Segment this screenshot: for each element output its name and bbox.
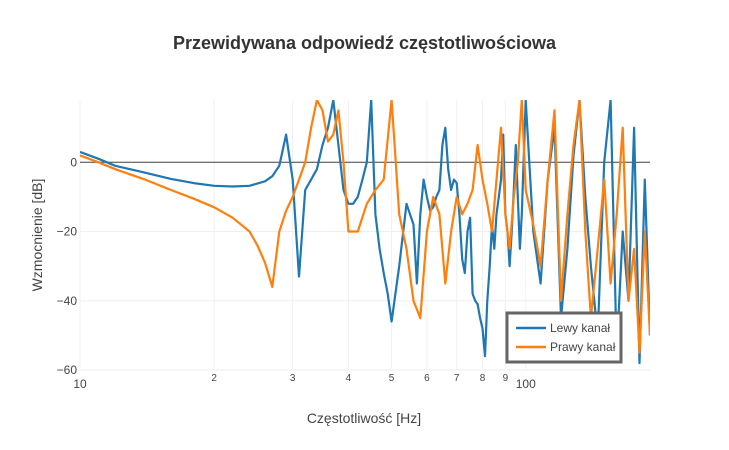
x-minor-tick-label: 2 — [211, 373, 217, 384]
y-tick-labels: 0 −20 −40 −60 — [57, 155, 78, 377]
y-tick-label: 0 — [70, 155, 77, 169]
y-tick-label: −20 — [57, 225, 78, 239]
series-line-1 — [80, 100, 650, 354]
x-minor-tick-label: 4 — [346, 373, 352, 384]
x-minor-tick-label: 8 — [480, 373, 486, 384]
x-minor-tick-label: 5 — [389, 373, 395, 384]
x-major-tick-label: 100 — [516, 377, 536, 391]
x-minor-tick-label: 9 — [503, 373, 509, 384]
x-minor-tick-label: 6 — [424, 373, 430, 384]
legend-label-lewy: Lewy kanał — [550, 321, 610, 335]
legend-label-prawy: Prawy kanał — [550, 340, 616, 354]
chart-title: Przewidywana odpowiedź częstotliwościowa — [172, 33, 557, 53]
x-tick-labels: 10 100 2 3 4 5 6 7 8 9 — [73, 373, 536, 391]
x-axis-title: Częstotliwość [Hz] — [307, 410, 421, 426]
y-tick-label: −60 — [57, 363, 78, 377]
series-layer — [80, 100, 650, 365]
y-tick-label: −40 — [57, 294, 78, 308]
legend-box — [505, 311, 623, 364]
x-minor-tick-label: 3 — [290, 373, 296, 384]
legend[interactable]: Lewy kanał Prawy kanał — [505, 311, 623, 364]
y-axis-title: Wzmocnienie [dB] — [29, 179, 45, 292]
x-major-tick-label: 10 — [73, 377, 87, 391]
x-minor-tick-label: 7 — [454, 373, 460, 384]
